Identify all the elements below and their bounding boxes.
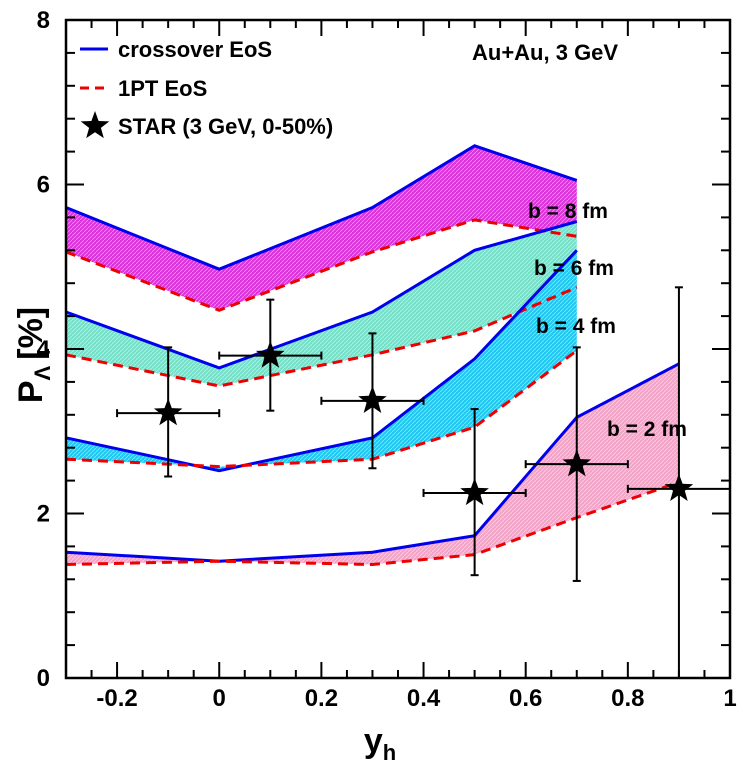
y-tick-label: 8 bbox=[37, 7, 50, 34]
legend: crossover EoS 1PT EoS STAR (3 GeV, 0-50%) bbox=[80, 37, 333, 139]
y-tick-label: 6 bbox=[37, 172, 50, 199]
axis-ticks bbox=[65, 19, 731, 679]
legend-label-0: crossover EoS bbox=[118, 37, 272, 62]
band-fill-8fm bbox=[66, 145, 577, 311]
band-labels: b = 8 fm b = 6 fm b = 4 fm b = 2 fm bbox=[528, 200, 687, 441]
y-tick-label: 4 bbox=[37, 336, 51, 363]
y-axis-title-unit: [%] bbox=[12, 307, 50, 360]
star-point-0 bbox=[153, 398, 183, 426]
band-label-8fm: b = 8 fm bbox=[528, 200, 608, 223]
star-point-5 bbox=[664, 473, 694, 501]
tick-labels: -0.2 0 0.2 0.4 0.6 0.8 1 0 2 4 6 8 bbox=[37, 7, 737, 712]
x-axis-title: yh bbox=[364, 722, 396, 765]
x-axis-title-sub: h bbox=[383, 740, 396, 765]
band-fill-4fm bbox=[66, 250, 577, 471]
star-point-4 bbox=[562, 449, 591, 477]
y-axis-title: PΛ [%] bbox=[12, 307, 55, 403]
x-tick-label: 0.6 bbox=[509, 685, 542, 712]
crossover-line-8fm bbox=[65, 144, 578, 271]
x-tick-label: 0.2 bbox=[305, 685, 338, 712]
y-axis-title-sub: Λ bbox=[30, 365, 55, 380]
onept-line-2fm bbox=[65, 480, 680, 567]
band-label-6fm: b = 6 fm bbox=[534, 257, 614, 280]
star-data-layer bbox=[116, 286, 731, 679]
x-tick-label: 1 bbox=[723, 685, 736, 712]
annotation-text: Au+Au, 3 GeV bbox=[472, 40, 618, 65]
x-axis-title-main: y bbox=[364, 722, 383, 760]
band-label-4fm: b = 4 fm bbox=[536, 315, 616, 338]
y-tick-label: 2 bbox=[37, 501, 50, 528]
legend-label-1: 1PT EoS bbox=[118, 76, 207, 101]
legend-swatch-star bbox=[80, 111, 110, 139]
onept-line-8fm bbox=[65, 218, 578, 312]
x-tick-label: 0 bbox=[213, 685, 226, 712]
star-point-2 bbox=[358, 385, 387, 413]
y-axis-title-main: P bbox=[12, 380, 50, 403]
crossover-line-2fm bbox=[65, 362, 680, 563]
band-label-2fm: b = 2 fm bbox=[607, 418, 687, 441]
band-fill-2fm bbox=[66, 363, 679, 565]
y-tick-label: 0 bbox=[37, 665, 50, 692]
x-tick-label: -0.2 bbox=[96, 685, 137, 712]
x-tick-label: 0.8 bbox=[611, 685, 644, 712]
star-point-3 bbox=[460, 477, 489, 506]
star-point-1 bbox=[256, 340, 285, 368]
legend-label-2: STAR (3 GeV, 0-50%) bbox=[118, 114, 333, 139]
x-tick-label: 0.4 bbox=[407, 685, 441, 712]
